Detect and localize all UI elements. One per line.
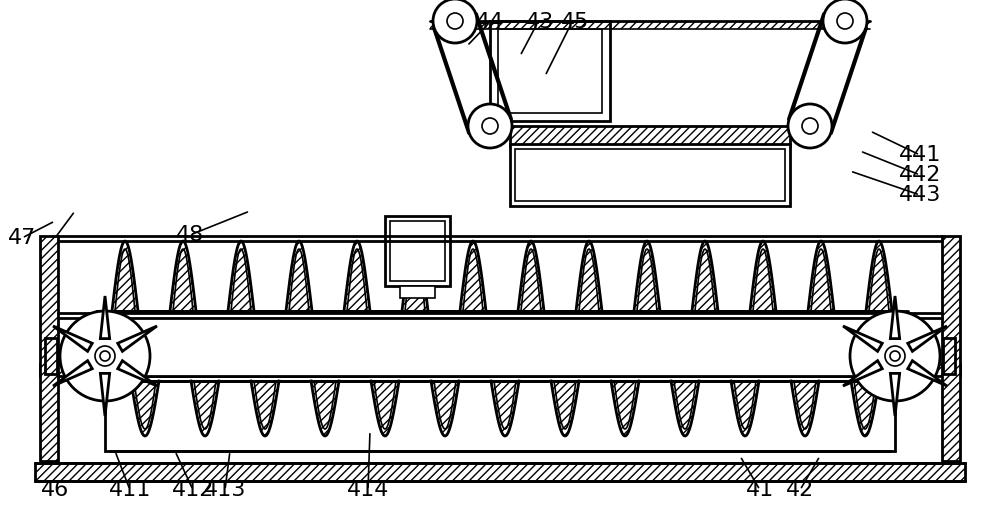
Bar [105, 381, 895, 451]
Circle shape [100, 351, 110, 361]
Bar [40, 236, 58, 461]
Polygon shape [100, 374, 110, 416]
Bar [390, 221, 445, 281]
Circle shape [788, 104, 832, 148]
Circle shape [95, 346, 115, 366]
Circle shape [890, 351, 900, 361]
Polygon shape [908, 361, 947, 386]
Polygon shape [100, 296, 110, 339]
Bar [490, 21, 610, 121]
Text: 414: 414 [347, 480, 389, 500]
Text: 413: 413 [204, 480, 246, 500]
Text: 45: 45 [561, 12, 589, 32]
Polygon shape [53, 361, 92, 386]
Text: 46: 46 [41, 480, 69, 500]
Text: 442: 442 [899, 165, 941, 185]
Polygon shape [118, 326, 157, 352]
Circle shape [823, 0, 867, 43]
Bar [40, 463, 960, 481]
Bar [105, 311, 895, 376]
Polygon shape [843, 361, 882, 386]
Bar [510, 144, 790, 206]
Bar [942, 236, 960, 461]
Circle shape [850, 311, 940, 401]
Text: 42: 42 [786, 480, 814, 500]
Bar [385, 216, 450, 286]
Circle shape [885, 346, 905, 366]
Bar [40, 364, 960, 376]
Polygon shape [843, 326, 882, 352]
Circle shape [447, 13, 463, 29]
Bar [45, 338, 57, 374]
Text: 48: 48 [176, 225, 204, 245]
Bar [510, 126, 790, 146]
Polygon shape [890, 296, 900, 339]
Circle shape [60, 311, 150, 401]
Text: 411: 411 [109, 480, 151, 500]
Text: 47: 47 [8, 228, 36, 248]
Text: 412: 412 [172, 480, 214, 500]
Text: 441: 441 [899, 145, 941, 165]
Polygon shape [118, 361, 157, 386]
Circle shape [468, 104, 512, 148]
Bar [105, 311, 895, 376]
Bar [105, 381, 895, 451]
Circle shape [482, 118, 498, 134]
Bar [400, 286, 435, 298]
Bar [430, 21, 870, 29]
Text: 43: 43 [526, 12, 554, 32]
Bar [943, 338, 955, 374]
Circle shape [433, 0, 477, 43]
Polygon shape [908, 326, 947, 352]
Circle shape [837, 13, 853, 29]
Text: 44: 44 [476, 12, 504, 32]
Polygon shape [890, 374, 900, 416]
Polygon shape [53, 326, 92, 352]
Circle shape [802, 118, 818, 134]
Bar [515, 149, 785, 201]
Text: 443: 443 [899, 185, 941, 205]
Bar [498, 29, 602, 113]
Text: 41: 41 [746, 480, 774, 500]
Bar [35, 463, 965, 481]
